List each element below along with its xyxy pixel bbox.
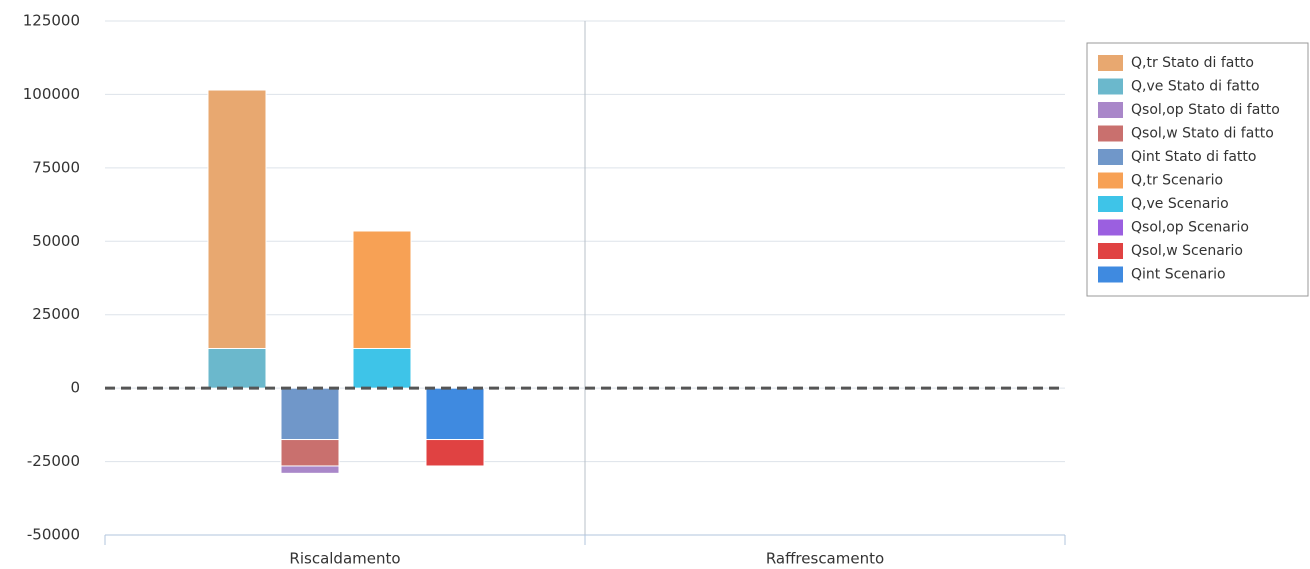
- bar: [425, 439, 485, 467]
- legend-label: Q,ve Stato di fatto: [1131, 79, 1260, 95]
- y-tick-label: 50000: [32, 232, 80, 250]
- legend-swatch: [1098, 102, 1123, 118]
- legend-label: Q,ve Scenario: [1131, 196, 1229, 212]
- legend-swatch: [1098, 78, 1123, 95]
- legend-box: [1086, 42, 1309, 297]
- y-tick-label: 100000: [23, 85, 80, 103]
- bar: [280, 465, 340, 474]
- x-tick-label: Raffrescamento: [766, 550, 884, 568]
- y-tick-label: 125000: [23, 12, 80, 30]
- legend-label: Q,tr Stato di fatto: [1131, 55, 1254, 71]
- legend-swatch: [1098, 172, 1123, 189]
- legend-swatch: [1098, 55, 1123, 71]
- legend-label: Qint Scenario: [1131, 267, 1226, 283]
- legend-label: Qsol,op Stato di fatto: [1131, 102, 1280, 118]
- bar: [207, 89, 267, 349]
- bar: [280, 439, 340, 467]
- legend-swatch: [1098, 266, 1123, 283]
- y-tick-label: 75000: [32, 158, 80, 176]
- y-tick-label: -50000: [27, 526, 80, 544]
- legend: Q,tr Stato di fatto Q,ve Stato di fatto Qs…: [1098, 55, 1280, 283]
- legend-swatch: [1098, 196, 1123, 212]
- bar: [207, 347, 267, 389]
- legend-swatch: [1098, 125, 1123, 142]
- y-tick-label: 25000: [32, 305, 80, 323]
- bar: [425, 387, 485, 441]
- legend-swatch: [1098, 149, 1123, 165]
- legend-label: Qint Stato di fatto: [1131, 149, 1256, 165]
- legend-label: Qsol,w Stato di fatto: [1131, 126, 1274, 142]
- legend-label: Q,tr Scenario: [1131, 173, 1223, 189]
- y-tick-label: 0: [70, 379, 80, 397]
- legend-swatch: [1098, 219, 1123, 236]
- legend-label: Qsol,w Scenario: [1131, 243, 1243, 259]
- x-tick-label: Riscaldamento: [289, 550, 400, 568]
- legend-label: Qsol,op Scenario: [1131, 220, 1249, 236]
- bar: [352, 230, 412, 349]
- bar: [280, 387, 340, 441]
- y-tick-label: -25000: [27, 452, 80, 470]
- bar: [352, 347, 412, 389]
- legend-swatch: [1098, 243, 1123, 259]
